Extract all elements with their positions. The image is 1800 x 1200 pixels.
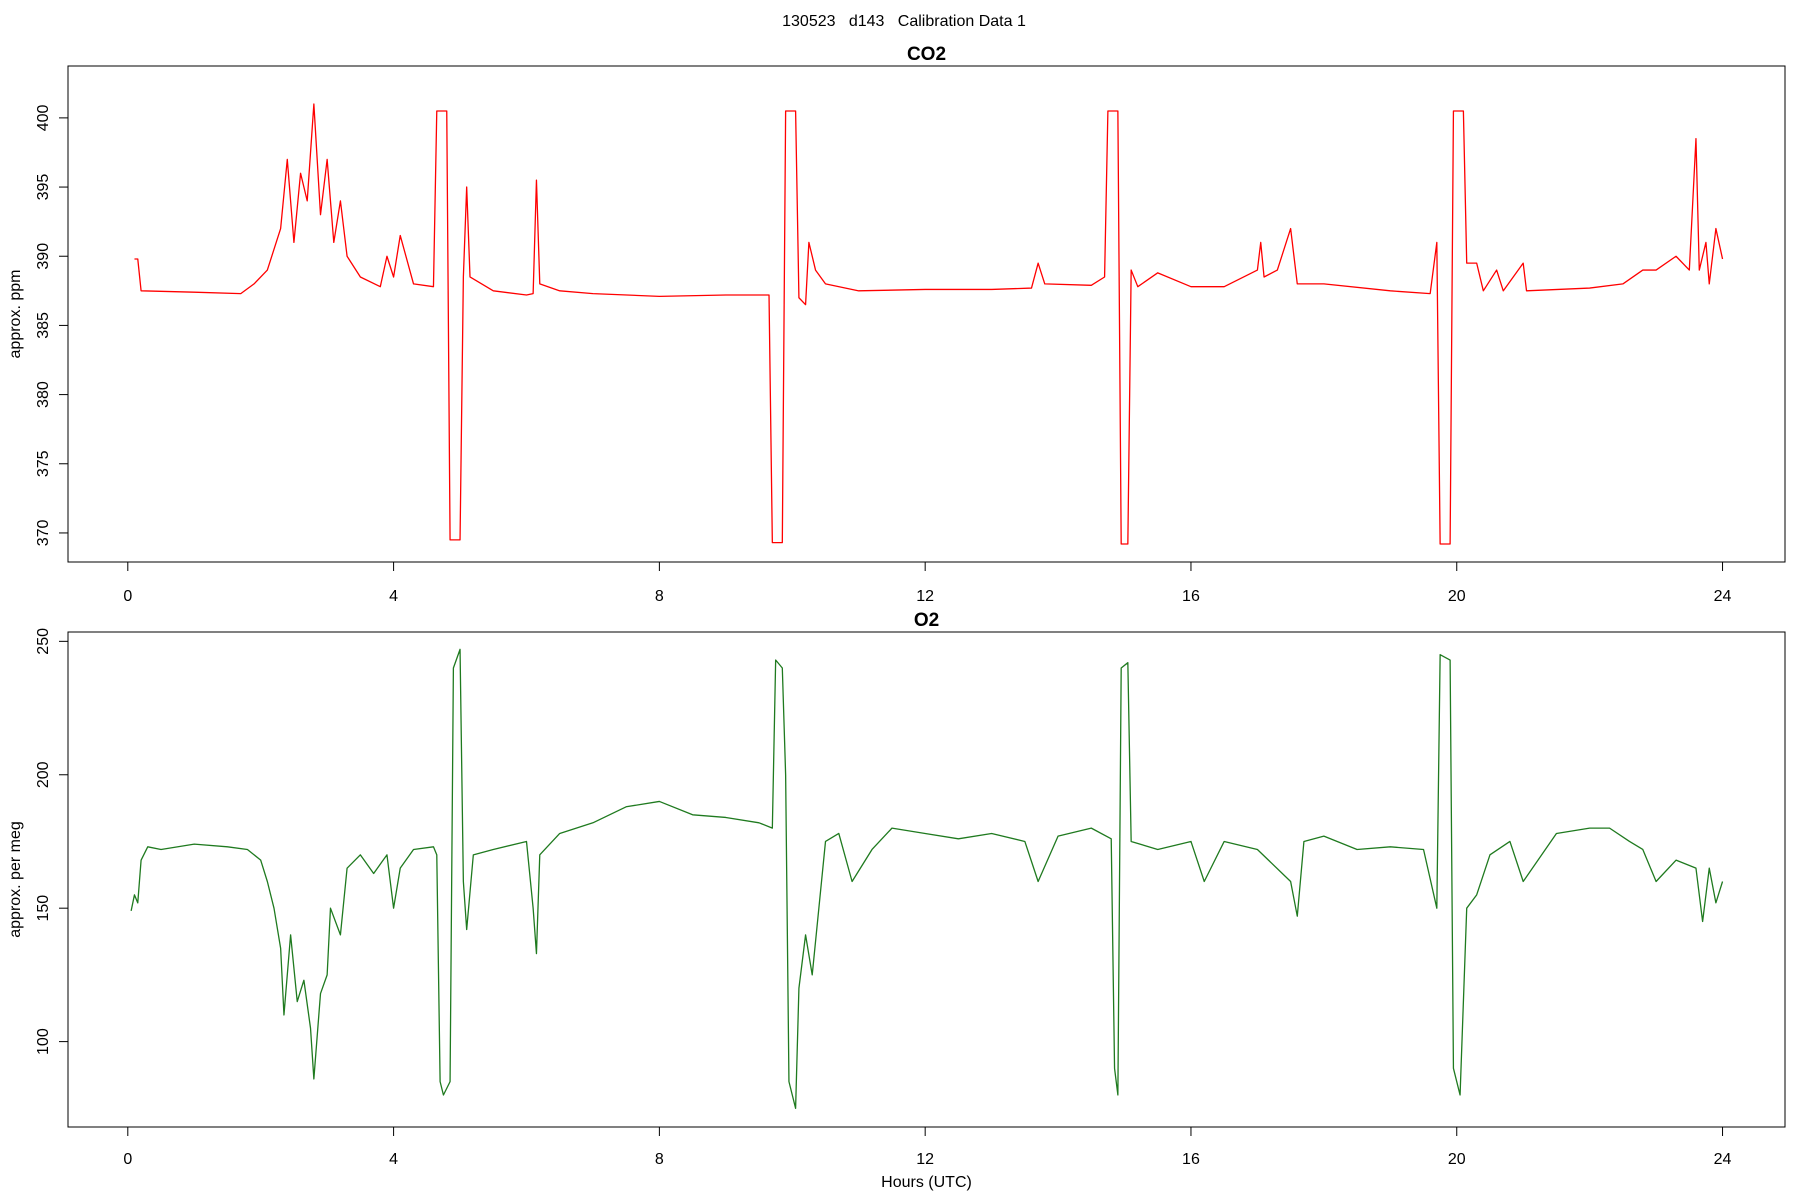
- panel-title: O2: [914, 610, 939, 631]
- y-tick-label: 375: [35, 450, 52, 477]
- x-tick-label: 8: [655, 588, 664, 605]
- y-tick-label: 380: [35, 381, 52, 408]
- y-tick-label: 370: [35, 520, 52, 547]
- suptitle: 130523 d143 Calibration Data 1: [782, 13, 1026, 30]
- x-tick-label: 16: [1182, 1151, 1200, 1168]
- y-tick-label: 390: [35, 243, 52, 270]
- x-tick-label: 8: [655, 1151, 664, 1168]
- x-tick-label: 0: [123, 1151, 132, 1168]
- y-tick-label: 150: [35, 895, 52, 922]
- x-tick-label: 4: [389, 1151, 398, 1168]
- x-tick-label: 24: [1714, 1151, 1732, 1168]
- y-tick-label: 200: [35, 761, 52, 788]
- x-tick-label: 12: [916, 588, 934, 605]
- y-tick-label: 395: [35, 174, 52, 201]
- x-tick-label: 0: [123, 588, 132, 605]
- x-tick-label: 4: [389, 588, 398, 605]
- x-tick-label: 20: [1448, 588, 1466, 605]
- plot-box: [67, 631, 1786, 1128]
- y-tick-label: 250: [35, 628, 52, 655]
- y-tick-label: 385: [35, 312, 52, 339]
- x-tick-label: 24: [1714, 588, 1732, 605]
- y-axis-label: approx. ppm: [7, 270, 24, 359]
- x-tick-label: 16: [1182, 588, 1200, 605]
- x-tick-label: 12: [916, 1151, 934, 1168]
- data-line: [130, 648, 1724, 1109]
- panel-title: CO2: [907, 44, 946, 65]
- y-tick-label: 100: [35, 1028, 52, 1055]
- plot-box: [67, 65, 1786, 563]
- x-tick-label: 20: [1448, 1151, 1466, 1168]
- data-line: [134, 103, 1724, 545]
- y-tick-label: 400: [35, 104, 52, 131]
- y-axis-label: approx. per meg: [7, 821, 24, 938]
- x-axis-label: Hours (UTC): [881, 1174, 972, 1191]
